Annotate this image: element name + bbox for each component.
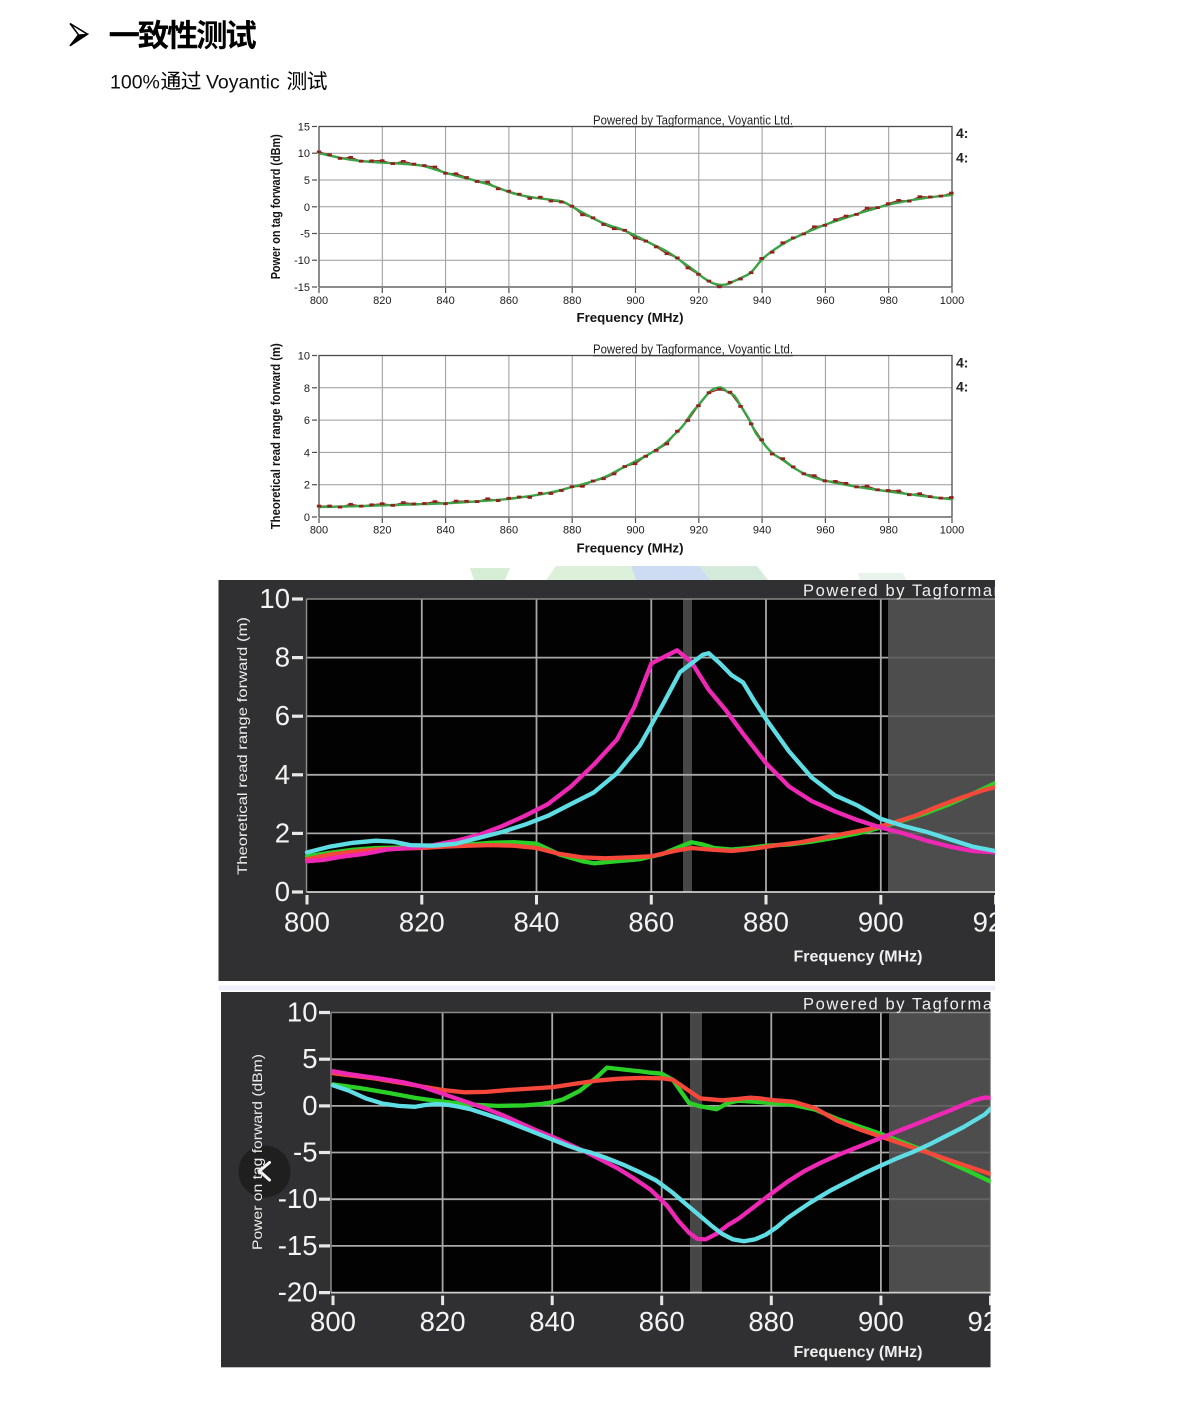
svg-text:Frequency (MHz): Frequency (MHz) [794, 1344, 923, 1361]
svg-text:820: 820 [373, 295, 391, 307]
svg-text:4:: 4: [956, 125, 968, 141]
svg-text:920: 920 [968, 1306, 1014, 1337]
svg-text:4:: 4: [956, 150, 968, 166]
svg-text:880: 880 [563, 295, 581, 307]
svg-text:Frequency (MHz): Frequency (MHz) [577, 311, 684, 325]
svg-text:1000: 1000 [940, 295, 964, 307]
svg-text:Theoretical read range forward: Theoretical read range forward (m) [269, 343, 283, 529]
svg-text:8: 8 [304, 383, 310, 395]
svg-text:820: 820 [373, 525, 391, 537]
svg-text:920: 920 [690, 525, 708, 537]
svg-text:900: 900 [626, 525, 644, 537]
svg-text:940: 940 [753, 525, 771, 537]
svg-text:6: 6 [304, 415, 310, 427]
svg-text:Theoretical read range forward: Theoretical read range forward (m) [235, 617, 250, 875]
svg-text:4: 4 [304, 447, 310, 459]
svg-text:820: 820 [420, 1306, 466, 1337]
svg-text:-15: -15 [294, 282, 310, 294]
svg-text:10: 10 [287, 997, 318, 1028]
svg-text:8: 8 [275, 642, 290, 673]
svg-text:5: 5 [304, 175, 310, 187]
svg-text:-10: -10 [278, 1183, 318, 1214]
svg-text:0: 0 [304, 512, 310, 524]
svg-text:800: 800 [284, 907, 330, 938]
svg-text:940: 940 [753, 295, 771, 307]
svg-text:900: 900 [858, 907, 904, 938]
svg-text:880: 880 [743, 907, 789, 938]
svg-text:860: 860 [500, 295, 518, 307]
svg-text:800: 800 [310, 1306, 356, 1337]
svg-text:0: 0 [275, 876, 290, 907]
svg-text:860: 860 [500, 525, 518, 537]
svg-text:-15: -15 [278, 1230, 318, 1261]
svg-text:2: 2 [304, 480, 310, 492]
svg-text:10: 10 [298, 148, 310, 160]
svg-text:880: 880 [563, 525, 581, 537]
svg-text:900: 900 [626, 295, 644, 307]
svg-text:920: 920 [973, 907, 1019, 938]
svg-text:980: 980 [880, 525, 898, 537]
svg-text:0: 0 [302, 1090, 317, 1121]
svg-text:840: 840 [436, 295, 454, 307]
svg-text:800: 800 [310, 525, 328, 537]
svg-text:Powered by Tagformance, Voyant: Powered by Tagformance, Voyantic Ltd. [593, 342, 793, 357]
svg-text:4:: 4: [956, 355, 968, 371]
svg-text:860: 860 [628, 907, 674, 938]
svg-text:840: 840 [436, 525, 454, 537]
svg-text:1000: 1000 [940, 525, 964, 537]
svg-text:Power on tag forward (dBm): Power on tag forward (dBm) [250, 1054, 265, 1250]
svg-text:-5: -5 [293, 1137, 317, 1168]
svg-text:800: 800 [310, 295, 328, 307]
svg-text:Voyantic: Voyantic [206, 72, 280, 94]
svg-text:880: 880 [748, 1306, 794, 1337]
svg-text:5: 5 [302, 1043, 317, 1074]
svg-text:900: 900 [858, 1306, 904, 1337]
svg-text:820: 820 [399, 907, 445, 938]
svg-text:2: 2 [275, 817, 290, 848]
svg-text:960: 960 [816, 525, 834, 537]
svg-text:-20: -20 [278, 1277, 318, 1308]
svg-text:4:: 4: [956, 379, 968, 395]
svg-text:-5: -5 [300, 229, 310, 241]
svg-text:840: 840 [514, 907, 560, 938]
svg-text:Power on tag forward (dBm): Power on tag forward (dBm) [269, 134, 283, 279]
svg-text:860: 860 [639, 1306, 685, 1337]
svg-text:4: 4 [275, 759, 290, 790]
svg-text:-10: -10 [294, 255, 310, 267]
svg-text:Powered by Tagformance, Voyant: Powered by Tagformance, Voyantic Ltd. [593, 113, 793, 128]
svg-text:0: 0 [304, 202, 310, 214]
svg-text:10: 10 [259, 583, 290, 614]
svg-text:920: 920 [690, 295, 708, 307]
svg-text:840: 840 [529, 1306, 575, 1337]
svg-text:Powered by Tagformance, Voyant: Powered by Tagformance, Voyantic Ltd. [803, 996, 1153, 1014]
svg-text:6: 6 [275, 700, 290, 731]
svg-text:10: 10 [298, 351, 310, 363]
svg-text:15: 15 [298, 122, 310, 134]
svg-text:Frequency (MHz): Frequency (MHz) [794, 949, 923, 966]
svg-text:980: 980 [880, 295, 898, 307]
svg-text:Frequency (MHz): Frequency (MHz) [577, 542, 684, 556]
svg-text:Powered by Tagformance, Voyant: Powered by Tagformance, Voyantic Ltd. [803, 582, 1153, 600]
svg-text:960: 960 [816, 295, 834, 307]
svg-text:100%: 100% [110, 72, 160, 94]
